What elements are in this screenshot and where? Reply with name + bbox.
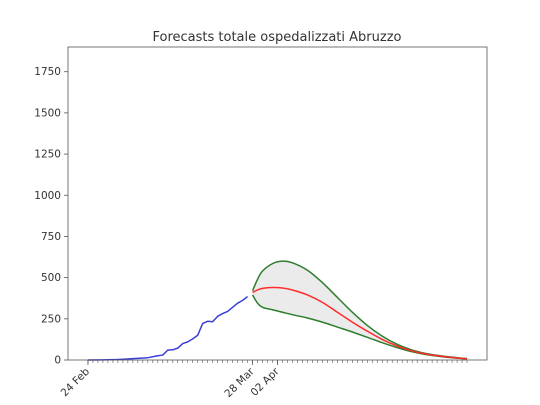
y-tick-label: 250 bbox=[41, 313, 61, 325]
y-tick-label: 1250 bbox=[34, 149, 61, 161]
x-tick-label: 02 Apr bbox=[248, 365, 282, 399]
y-tick-label: 750 bbox=[41, 231, 61, 243]
plot-frame bbox=[67, 46, 488, 361]
y-tick-label: 0 bbox=[54, 355, 61, 367]
y-tick-label: 500 bbox=[41, 272, 61, 284]
plot-area bbox=[87, 260, 468, 361]
confidence-band bbox=[252, 261, 468, 360]
x-tick-label: 24 Feb bbox=[59, 365, 93, 399]
y-tick-label: 1500 bbox=[34, 107, 61, 119]
observed-line bbox=[87, 295, 249, 361]
chart-title: Forecasts totale ospedalizzati Abruzzo bbox=[153, 30, 402, 45]
y-tick-label: 1000 bbox=[34, 190, 61, 202]
forecast-line bbox=[252, 286, 468, 360]
y-tick-label: 1750 bbox=[34, 66, 61, 78]
